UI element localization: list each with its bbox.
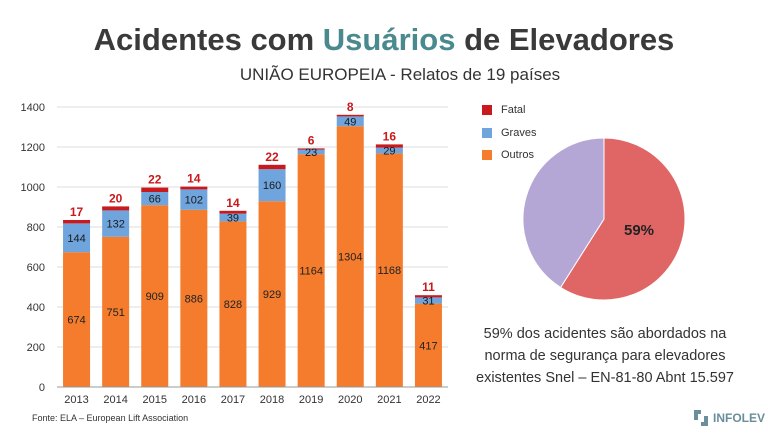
brand-logo: INFOLEV bbox=[691, 408, 765, 428]
x-tick-label: 2017 bbox=[221, 394, 245, 406]
data-label-outros: 1304 bbox=[338, 252, 362, 264]
bar-segment-graves bbox=[141, 192, 169, 206]
bar-segment-fatal bbox=[336, 114, 364, 117]
bar-segment-outros bbox=[297, 154, 325, 387]
bar-segment-outros bbox=[102, 236, 130, 387]
bar-segment-graves bbox=[414, 297, 442, 304]
data-label-fatal: 8 bbox=[347, 100, 354, 114]
data-label-outros: 886 bbox=[185, 293, 203, 305]
data-label-graves: 31 bbox=[422, 296, 434, 308]
x-tick-label: 2013 bbox=[64, 394, 88, 406]
bar-segment-fatal bbox=[414, 295, 442, 298]
legend-item-outros: Outros bbox=[482, 144, 536, 167]
bar-segment-outros bbox=[219, 221, 247, 387]
legend-swatch-graves bbox=[482, 127, 492, 138]
bar-segment-graves bbox=[180, 189, 208, 210]
bar-segment-fatal bbox=[375, 144, 403, 148]
pie-slice-other bbox=[522, 137, 605, 289]
data-label-fatal: 14 bbox=[226, 196, 240, 210]
bar-segment-outros bbox=[63, 252, 91, 387]
x-tick-label: 2016 bbox=[182, 394, 206, 406]
legend-swatch-fatal bbox=[482, 105, 492, 116]
data-label-outros: 909 bbox=[146, 291, 164, 303]
bar-segment-graves bbox=[375, 147, 403, 154]
data-label-graves: 49 bbox=[344, 116, 356, 128]
data-label-graves: 160 bbox=[263, 180, 281, 192]
bar-segment-outros bbox=[258, 201, 286, 387]
data-label-graves: 102 bbox=[185, 195, 203, 207]
data-label-fatal: 11 bbox=[422, 280, 435, 294]
bar-segment-fatal bbox=[219, 210, 247, 214]
data-label-fatal: 20 bbox=[109, 191, 123, 205]
bar-segment-graves bbox=[297, 149, 325, 155]
legend-label-graves: Graves bbox=[501, 126, 537, 139]
data-label-graves: 29 bbox=[383, 146, 395, 158]
y-tick-label: 1000 bbox=[21, 182, 45, 194]
data-label-graves: 132 bbox=[106, 219, 124, 231]
data-label-graves: 23 bbox=[305, 147, 317, 159]
legend-item-graves: Graves bbox=[482, 122, 536, 145]
bar-segment-fatal bbox=[63, 220, 91, 224]
bar-segment-outros bbox=[141, 205, 169, 387]
bar-segment-graves bbox=[102, 210, 130, 237]
bar-segment-fatal bbox=[180, 186, 208, 190]
bar-segment-fatal bbox=[297, 148, 325, 150]
y-tick-label: 1400 bbox=[21, 102, 45, 114]
bar-segment-graves bbox=[219, 213, 247, 222]
bar-segment-outros bbox=[414, 303, 442, 387]
y-tick-label: 1200 bbox=[21, 142, 45, 154]
bar-segment-outros bbox=[336, 126, 364, 387]
data-label-outros: 1164 bbox=[299, 266, 323, 278]
data-label-outros: 929 bbox=[263, 289, 281, 301]
elevator-logo-icon bbox=[694, 410, 708, 426]
data-label-fatal: 16 bbox=[383, 129, 397, 143]
bar-segment-fatal bbox=[141, 187, 169, 192]
y-tick-label: 600 bbox=[27, 262, 45, 274]
y-tick-label: 200 bbox=[27, 342, 45, 354]
data-label-outros: 417 bbox=[419, 340, 437, 352]
page-title: Acidentes com Usuários de Elevadores bbox=[93, 22, 675, 57]
bar-segment-graves bbox=[258, 169, 286, 202]
bar-segment-graves bbox=[63, 223, 91, 253]
x-tick-label: 2022 bbox=[416, 394, 440, 406]
x-tick-label: 2020 bbox=[338, 394, 362, 406]
source-note: Fonte: ELA – European Lift Association bbox=[32, 413, 189, 423]
y-tick-label: 800 bbox=[27, 222, 45, 234]
data-label-graves: 39 bbox=[227, 213, 239, 225]
x-tick-label: 2021 bbox=[377, 394, 401, 406]
data-label-outros: 828 bbox=[224, 299, 242, 311]
data-label-graves: 66 bbox=[149, 194, 161, 206]
data-label-fatal: 22 bbox=[148, 173, 162, 187]
x-tick-label: 2015 bbox=[143, 394, 167, 406]
bar-segment-fatal bbox=[258, 164, 286, 170]
data-label-fatal: 6 bbox=[308, 133, 315, 147]
x-tick-label: 2019 bbox=[299, 394, 323, 406]
logo-text: INFOLEV bbox=[713, 411, 766, 425]
legend-label-fatal: Fatal bbox=[501, 104, 526, 117]
legend-item-fatal: Fatal bbox=[482, 99, 536, 122]
y-tick-label: 400 bbox=[27, 302, 45, 314]
bar-segment-outros bbox=[375, 153, 403, 387]
x-tick-label: 2018 bbox=[260, 394, 284, 406]
data-label-graves: 144 bbox=[67, 233, 85, 245]
data-label-outros: 751 bbox=[106, 307, 124, 319]
pie-slice-main bbox=[559, 137, 686, 301]
legend-swatch-outros bbox=[482, 150, 492, 161]
x-tick-label: 2014 bbox=[103, 394, 127, 406]
chart-legend: Fatal Graves Outros bbox=[482, 99, 536, 167]
bar-segment-fatal bbox=[102, 206, 130, 211]
legend-label-outros: Outros bbox=[501, 149, 535, 162]
pie-note: 59% dos acidentes são abordados na norma… bbox=[476, 326, 734, 386]
data-label-fatal: 14 bbox=[187, 172, 201, 186]
bar-segment-graves bbox=[336, 116, 364, 127]
data-label-outros: 1168 bbox=[378, 265, 402, 277]
data-label-fatal: 22 bbox=[265, 150, 279, 164]
page-subtitle: UNIÃO EUROPEIA - Relatos de 19 países bbox=[239, 65, 561, 84]
data-label-outros: 674 bbox=[67, 315, 85, 327]
y-tick-label: 0 bbox=[39, 382, 45, 394]
bar-segment-outros bbox=[180, 209, 208, 387]
pie-slice-label: 59% bbox=[624, 222, 654, 239]
data-label-fatal: 17 bbox=[70, 205, 84, 219]
